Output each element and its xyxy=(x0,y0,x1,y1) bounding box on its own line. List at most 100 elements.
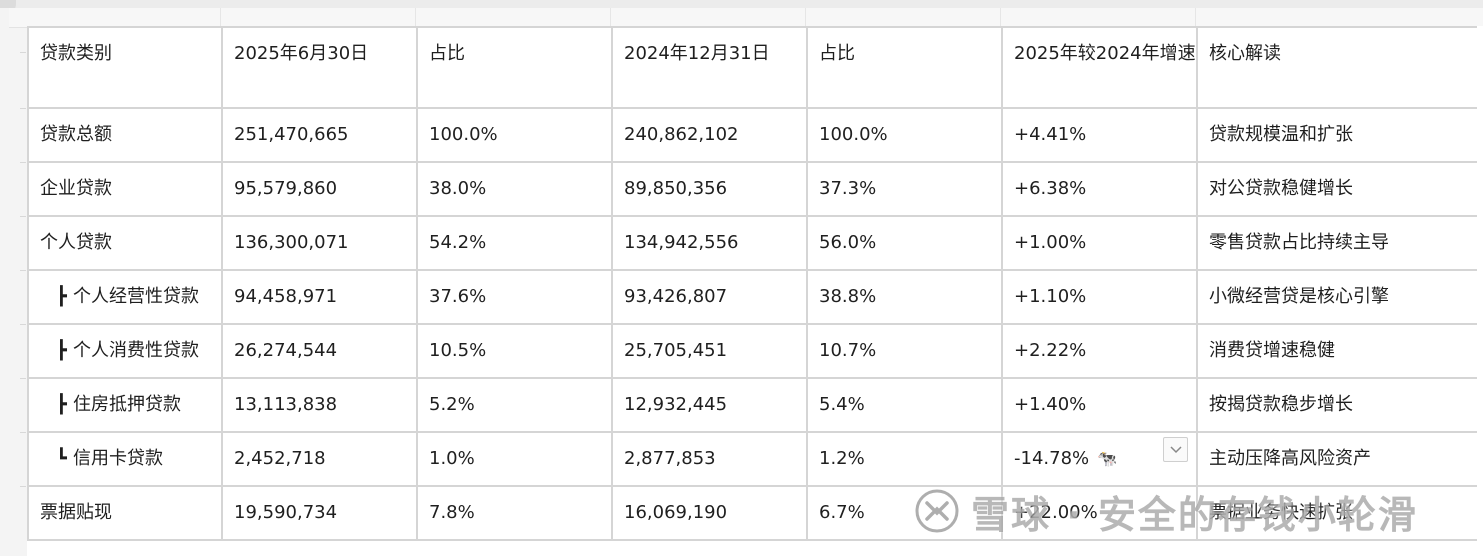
cell-value-2025[interactable]: 251,470,665 xyxy=(221,107,418,163)
cell-value-2024[interactable]: 240,862,102 xyxy=(611,107,808,163)
tree-branch-end-icon: ┗ xyxy=(56,448,67,469)
cell-insight[interactable]: 小微经营贷是核心引擎 xyxy=(1196,269,1479,325)
cell-value-2025[interactable]: 26,274,544 xyxy=(221,323,418,379)
table-row: 票据贴现 19,590,734 7.8% 16,069,190 6.7% +22… xyxy=(27,485,1479,541)
cell-growth[interactable]: +22.00% xyxy=(1001,485,1198,541)
cell-value-2025[interactable]: 136,300,071 xyxy=(221,215,418,271)
cell-category[interactable]: 贷款总额 xyxy=(27,107,223,163)
row-divider xyxy=(20,270,26,271)
table-row: 企业贷款 95,579,860 38.0% 89,850,356 37.3% +… xyxy=(27,161,1479,217)
column-divider xyxy=(415,8,416,27)
cell-growth[interactable]: +1.40% xyxy=(1001,377,1198,433)
cell-insight[interactable]: 零售贷款占比持续主导 xyxy=(1196,215,1479,271)
header-cell-2025[interactable]: 2025年6月30日 xyxy=(221,26,418,109)
cell-insight[interactable]: 按揭贷款稳步增长 xyxy=(1196,377,1479,433)
cell-share-2025[interactable]: 10.5% xyxy=(416,323,613,379)
cell-value-2025[interactable]: 19,590,734 xyxy=(221,485,418,541)
row-divider xyxy=(20,324,26,325)
tree-branch-icon: ┣ xyxy=(56,394,67,415)
table-row: ┣ 个人消费性贷款 26,274,544 10.5% 25,705,451 10.… xyxy=(27,323,1479,379)
cell-category[interactable]: ┗ 信用卡贷款 xyxy=(27,431,223,487)
cell-insight[interactable]: 票据业务快速扩张 xyxy=(1196,485,1479,541)
row-divider xyxy=(20,432,26,433)
table-right-edge xyxy=(1477,26,1483,556)
cell-value-2024[interactable]: 134,942,556 xyxy=(611,215,808,271)
tree-branch-icon: ┣ xyxy=(56,286,67,307)
cell-share-2025[interactable]: 7.8% xyxy=(416,485,613,541)
column-divider xyxy=(220,8,221,27)
row-header-rail xyxy=(0,8,27,556)
row-divider xyxy=(20,486,26,487)
cell-value-2024[interactable]: 89,850,356 xyxy=(611,161,808,217)
cell-share-2025[interactable]: 5.2% xyxy=(416,377,613,433)
cell-insight[interactable]: 主动压降高风险资产 xyxy=(1196,431,1479,487)
top-strip xyxy=(0,0,1483,8)
header-cell-insight[interactable]: 核心解读 xyxy=(1196,26,1479,109)
cow-emoji-icon: 🐄 xyxy=(1097,449,1118,468)
header-cell-share-2024[interactable]: 占比 xyxy=(806,26,1003,109)
cell-share-2025[interactable]: 37.6% xyxy=(416,269,613,325)
cell-share-2025[interactable]: 38.0% xyxy=(416,161,613,217)
cell-category-label: 个人经营性贷款 xyxy=(73,286,199,307)
table-row: ┗ 信用卡贷款 2,452,718 1.0% 2,877,853 1.2% -14… xyxy=(27,431,1479,487)
cell-share-2024[interactable]: 100.0% xyxy=(806,107,1003,163)
cell-growth[interactable]: +4.41% xyxy=(1001,107,1198,163)
table-row: ┣ 住房抵押贷款 13,113,838 5.2% 12,932,445 5.4% … xyxy=(27,377,1479,433)
cell-category[interactable]: 票据贴现 xyxy=(27,485,223,541)
cell-category[interactable]: ┣ 个人经营性贷款 xyxy=(27,269,223,325)
cell-share-2025[interactable]: 100.0% xyxy=(416,107,613,163)
column-header-strip xyxy=(9,8,1483,28)
cell-share-2024[interactable]: 1.2% xyxy=(806,431,1003,487)
cell-value-2024[interactable]: 16,069,190 xyxy=(611,485,808,541)
cell-growth[interactable]: +6.38% xyxy=(1001,161,1198,217)
loan-table: 贷款类别 2025年6月30日 占比 2024年12月31日 占比 2025年较… xyxy=(27,26,1479,541)
row-divider xyxy=(20,216,26,217)
column-divider xyxy=(1195,8,1196,27)
header-cell-category[interactable]: 贷款类别 xyxy=(27,26,223,109)
cell-value-2025[interactable]: 94,458,971 xyxy=(221,269,418,325)
cell-growth[interactable]: +1.10% xyxy=(1001,269,1198,325)
column-divider xyxy=(610,8,611,27)
cell-category-label: 住房抵押贷款 xyxy=(73,394,181,415)
cell-value-2025[interactable]: 95,579,860 xyxy=(221,161,418,217)
table-row: 贷款总额 251,470,665 100.0% 240,862,102 100.… xyxy=(27,107,1479,163)
cell-value-2024[interactable]: 12,932,445 xyxy=(611,377,808,433)
cell-share-2024[interactable]: 10.7% xyxy=(806,323,1003,379)
table-header-row: 贷款类别 2025年6月30日 占比 2024年12月31日 占比 2025年较… xyxy=(27,26,1479,109)
cell-value-2025[interactable]: 13,113,838 xyxy=(221,377,418,433)
cell-insight[interactable]: 贷款规模温和扩张 xyxy=(1196,107,1479,163)
cell-share-2025[interactable]: 1.0% xyxy=(416,431,613,487)
row-divider xyxy=(20,162,26,163)
column-divider xyxy=(1000,8,1001,27)
header-cell-share-2025[interactable]: 占比 xyxy=(416,26,613,109)
cell-insight[interactable]: 对公贷款稳健增长 xyxy=(1196,161,1479,217)
cell-share-2024[interactable]: 56.0% xyxy=(806,215,1003,271)
chevron-down-icon xyxy=(1169,445,1182,453)
cell-share-2024[interactable]: 5.4% xyxy=(806,377,1003,433)
cell-value-2025[interactable]: 2,452,718 xyxy=(221,431,418,487)
cell-category[interactable]: 个人贷款 xyxy=(27,215,223,271)
column-divider xyxy=(805,8,806,27)
cell-category-label: 个人消费性贷款 xyxy=(73,340,199,361)
header-cell-2024[interactable]: 2024年12月31日 xyxy=(611,26,808,109)
row-divider xyxy=(20,52,26,53)
table-row: ┣ 个人经营性贷款 94,458,971 37.6% 93,426,807 38.… xyxy=(27,269,1479,325)
cell-growth[interactable]: +1.00% xyxy=(1001,215,1198,271)
cell-dropdown-button[interactable] xyxy=(1163,437,1188,462)
cell-category[interactable]: 企业贷款 xyxy=(27,161,223,217)
cell-share-2024[interactable]: 38.8% xyxy=(806,269,1003,325)
cell-growth[interactable]: +2.22% xyxy=(1001,323,1198,379)
header-cell-growth[interactable]: 2025年较2024年增速 xyxy=(1001,26,1198,109)
cell-category[interactable]: ┣ 住房抵押贷款 xyxy=(27,377,223,433)
cell-growth-value: -14.78% xyxy=(1014,448,1090,469)
cell-value-2024[interactable]: 93,426,807 xyxy=(611,269,808,325)
row-divider xyxy=(20,378,26,379)
cell-share-2024[interactable]: 37.3% xyxy=(806,161,1003,217)
cell-value-2024[interactable]: 25,705,451 xyxy=(611,323,808,379)
cell-value-2024[interactable]: 2,877,853 xyxy=(611,431,808,487)
cell-category[interactable]: ┣ 个人消费性贷款 xyxy=(27,323,223,379)
cell-share-2025[interactable]: 54.2% xyxy=(416,215,613,271)
cell-insight[interactable]: 消费贷增速稳健 xyxy=(1196,323,1479,379)
tree-branch-icon: ┣ xyxy=(56,340,67,361)
cell-share-2024[interactable]: 6.7% xyxy=(806,485,1003,541)
